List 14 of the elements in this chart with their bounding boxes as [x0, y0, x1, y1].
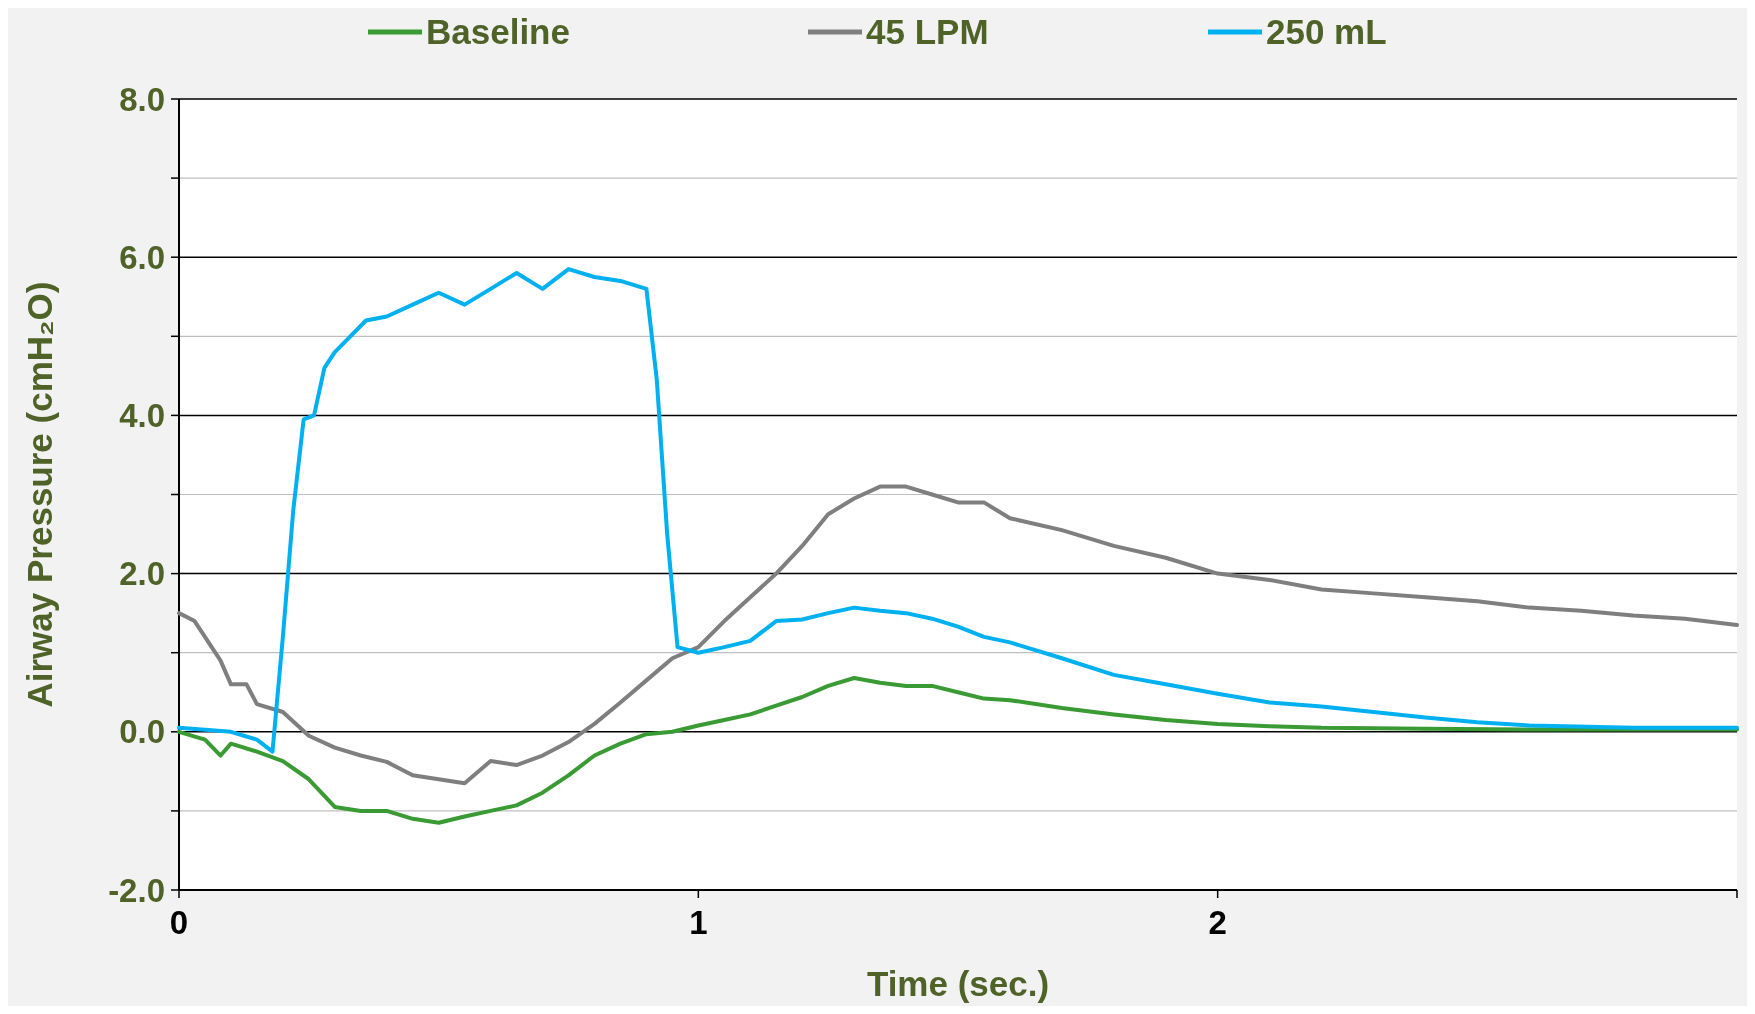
- y-tick-label: 8.0: [119, 80, 165, 118]
- legend-label: Baseline: [426, 12, 570, 52]
- y-tick-label: 0.0: [119, 713, 165, 751]
- legend-label: 250 mL: [1266, 12, 1387, 52]
- y-tick-label: 4.0: [119, 396, 165, 434]
- y-tick-label: 2.0: [119, 555, 165, 593]
- y-axis-title: Airway Pressure (cmH₂O): [20, 281, 59, 708]
- y-tick-label: 6.0: [119, 238, 165, 276]
- x-tick-label: 1: [689, 904, 708, 941]
- y-tick-label: -2.0: [108, 871, 165, 909]
- x-tick-label: 0: [169, 904, 189, 941]
- x-axis-title: Time (sec.): [866, 964, 1050, 1003]
- x-tick-label: 2: [1208, 904, 1227, 941]
- legend-label: 45 LPM: [866, 12, 989, 52]
